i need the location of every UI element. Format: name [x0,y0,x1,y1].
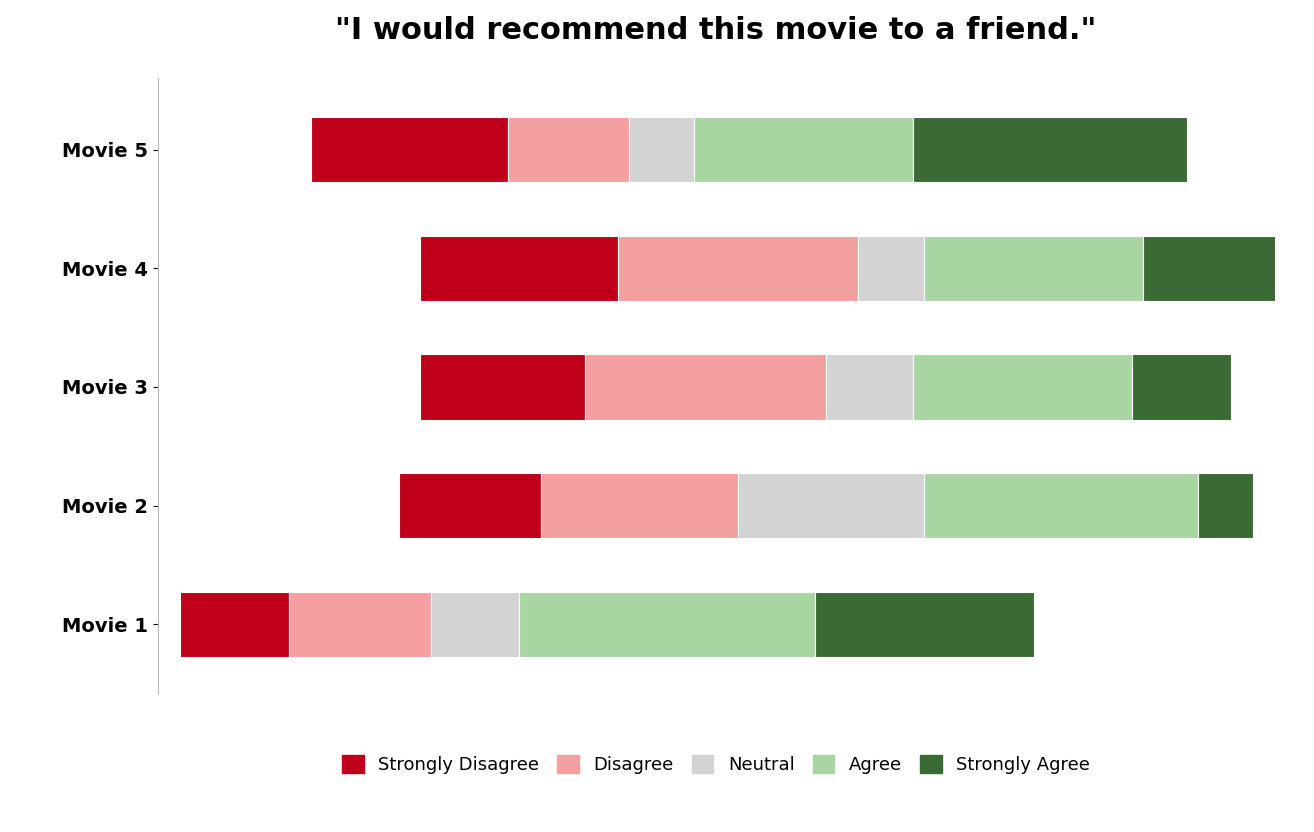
Bar [1198,473,1252,538]
Bar [311,117,509,182]
Bar [618,235,858,301]
Bar [924,235,1143,301]
Bar [420,354,585,419]
Bar [825,354,913,419]
Bar [431,592,519,656]
Bar [694,117,913,182]
Bar [585,354,825,419]
Bar [858,235,924,301]
Title: "I would recommend this movie to a friend.": "I would recommend this movie to a frien… [335,16,1097,45]
Bar [180,592,289,656]
Bar [924,473,1198,538]
Legend: Strongly Disagree, Disagree, Neutral, Agree, Strongly Agree: Strongly Disagree, Disagree, Neutral, Ag… [335,748,1097,781]
Bar [628,117,694,182]
Bar [1143,235,1285,301]
Bar [913,117,1187,182]
Bar [815,592,1034,656]
Bar [738,473,924,538]
Bar [1133,354,1231,419]
Bar [420,235,618,301]
Bar [509,117,628,182]
Bar [519,592,815,656]
Bar [289,592,431,656]
Bar [913,354,1133,419]
Bar [398,473,541,538]
Bar [541,473,738,538]
